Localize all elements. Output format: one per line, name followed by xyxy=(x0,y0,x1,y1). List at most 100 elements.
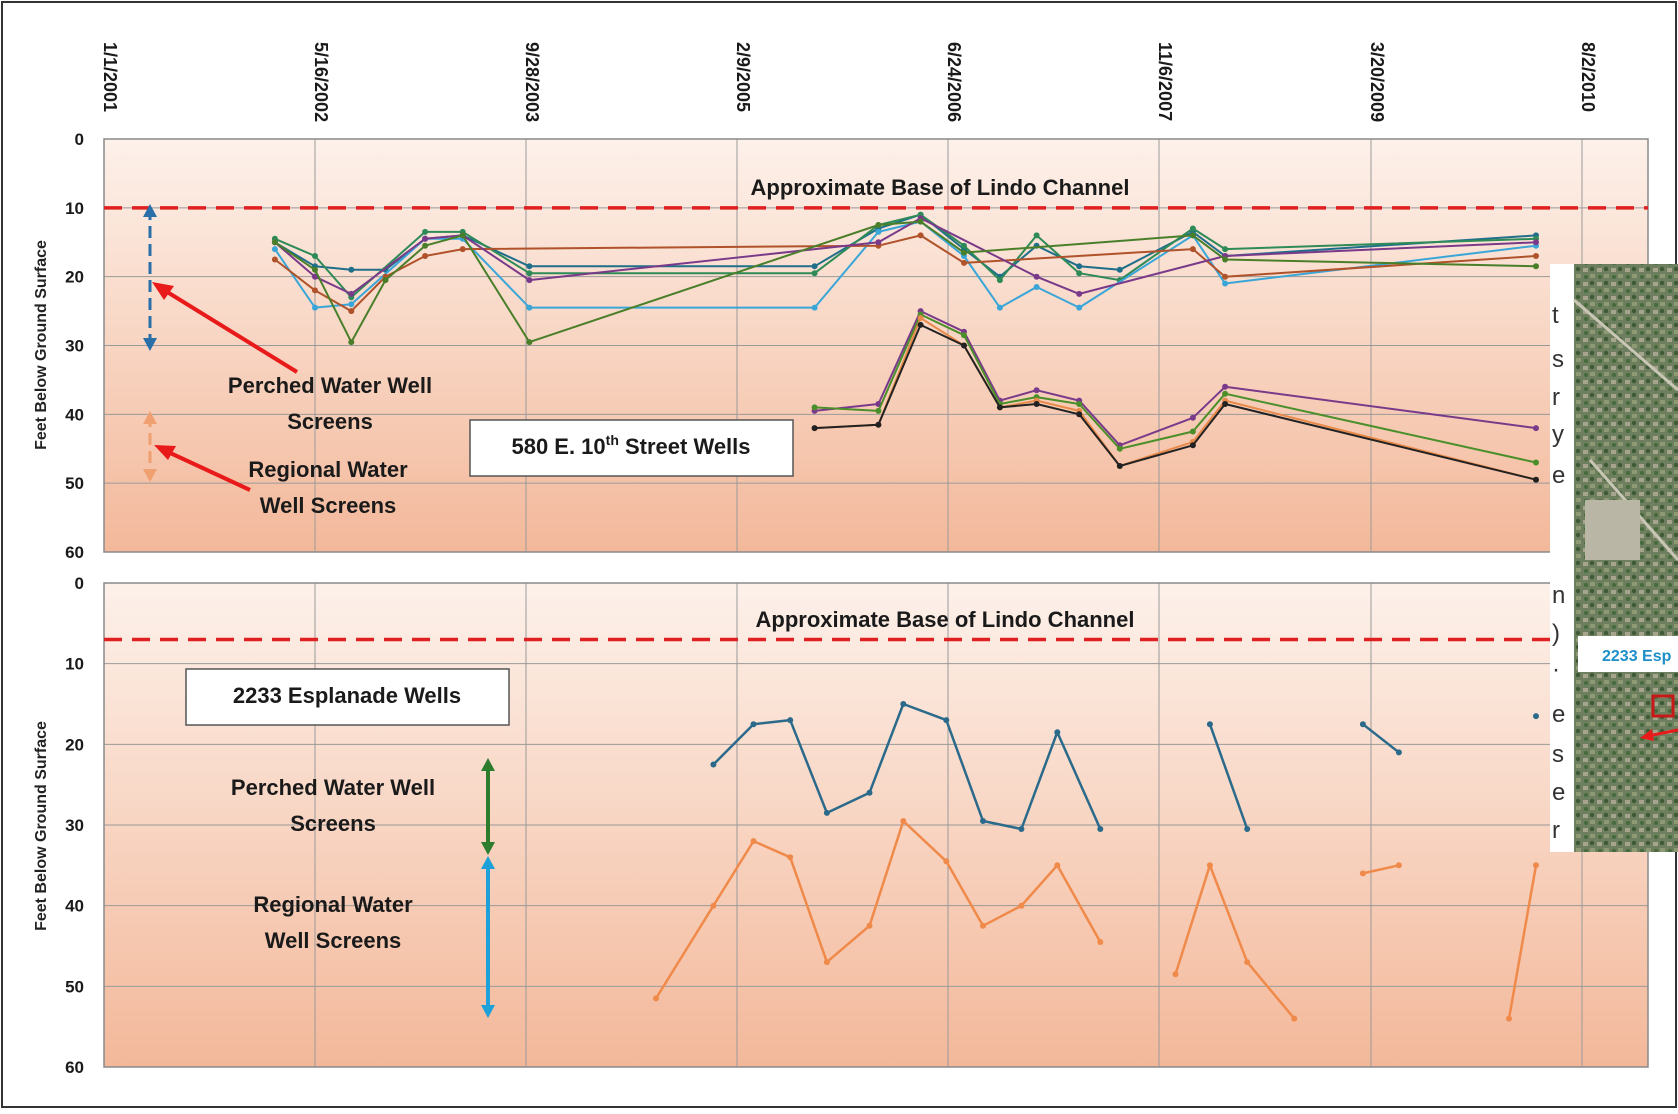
data-point xyxy=(1076,411,1083,418)
series-10 xyxy=(811,321,1539,483)
top-y-axis-label: Feet Below Ground Surface xyxy=(33,240,50,450)
data-point xyxy=(823,959,830,966)
inset-text-fragment: r xyxy=(1552,384,1560,411)
y-tick-label: 30 xyxy=(65,816,84,835)
top-perched-label-line2: Screens xyxy=(287,409,373,434)
data-point xyxy=(1172,971,1179,978)
x-tick-label: 5/16/2002 xyxy=(311,42,331,122)
series-line xyxy=(1362,723,1400,754)
inset-text-fragment: e xyxy=(1552,462,1565,489)
inset-pointer-head xyxy=(1640,729,1654,741)
data-point xyxy=(1222,280,1229,287)
data-point xyxy=(271,239,278,246)
data-point xyxy=(271,246,278,253)
data-point xyxy=(348,301,355,308)
perched-arrowhead-down xyxy=(143,338,157,351)
data-point xyxy=(312,287,318,294)
data-point xyxy=(1189,414,1196,421)
y-tick-label: 30 xyxy=(65,337,84,356)
data-point xyxy=(1506,1015,1512,1022)
series-line xyxy=(274,213,1537,278)
data-point xyxy=(1116,463,1123,469)
top-annotations: Perched Water Well Screens Regional Wate… xyxy=(143,204,794,518)
data-point xyxy=(1054,729,1061,736)
data-point xyxy=(1189,246,1196,253)
perched-pointer-arrow xyxy=(162,288,299,374)
data-point xyxy=(1533,263,1539,270)
y-tick-label: 60 xyxy=(65,1058,84,1077)
data-point xyxy=(1097,826,1104,832)
data-point xyxy=(900,818,907,824)
data-point xyxy=(917,321,924,328)
data-point xyxy=(1533,862,1539,869)
data-point xyxy=(811,270,818,277)
data-point xyxy=(1395,749,1402,756)
top-wells-box-label-main: 580 E. 10 xyxy=(511,434,605,459)
y-tick-label: 0 xyxy=(75,574,84,593)
data-point xyxy=(1533,253,1539,259)
data-point xyxy=(1189,232,1196,239)
data-point xyxy=(823,809,830,816)
data-point xyxy=(866,922,873,929)
perched-pointer-head xyxy=(152,282,174,300)
data-point xyxy=(348,308,355,315)
y-tick-label: 0 xyxy=(75,130,84,149)
inset-text-fragment: e xyxy=(1552,701,1565,728)
bottom-annotations: 2233 Esplanade Wells Perched Water Well … xyxy=(185,668,510,1018)
data-point xyxy=(1291,1015,1298,1022)
top-wells-box xyxy=(469,419,794,477)
data-point xyxy=(422,242,429,249)
data-point xyxy=(1222,390,1229,397)
x-tick-label: 1/1/2001 xyxy=(100,42,120,112)
bottom-perched-label-line1: Perched Water Well xyxy=(231,775,435,800)
data-point xyxy=(900,701,907,707)
regional-bottom-arrowhead-down xyxy=(481,1005,495,1018)
data-point xyxy=(312,273,318,280)
data-point xyxy=(1359,721,1366,728)
data-point xyxy=(526,263,533,270)
top-regional-label-line2: Well Screens xyxy=(260,493,397,518)
data-point xyxy=(526,270,533,277)
data-point xyxy=(1359,870,1366,877)
y-tick-label: 10 xyxy=(65,655,84,674)
regional-arrowhead-up xyxy=(143,411,157,424)
data-point xyxy=(1189,442,1196,449)
data-point xyxy=(1533,459,1539,466)
data-point xyxy=(961,332,967,339)
data-point xyxy=(526,304,533,311)
x-tick-label: 6/24/2006 xyxy=(944,42,964,122)
data-point xyxy=(1076,270,1083,277)
x-tick-label: 3/20/2009 xyxy=(1367,42,1387,122)
inset-map-label: 2233 Esp xyxy=(1602,648,1672,665)
data-point xyxy=(422,235,429,242)
data-point xyxy=(917,315,924,321)
data-point xyxy=(653,995,659,1002)
data-point xyxy=(1222,273,1229,280)
data-point xyxy=(710,902,717,909)
data-point xyxy=(1116,266,1123,273)
data-point xyxy=(875,421,882,428)
top-channel-label: Approximate Base of Lindo Channel xyxy=(751,175,1130,200)
bottom-series xyxy=(653,701,1539,1022)
bottom-y-axis-label: Feet Below Ground Surface xyxy=(33,721,50,931)
data-point xyxy=(750,721,757,728)
inset-text-fragment: r xyxy=(1552,817,1560,844)
data-point xyxy=(1116,445,1123,452)
top-y-tick-labels: 0 10 20 30 40 50 60 xyxy=(65,130,84,562)
data-point xyxy=(1395,862,1402,869)
y-tick-label: 50 xyxy=(65,474,84,493)
data-point xyxy=(312,304,318,311)
y-tick-label: 60 xyxy=(65,543,84,562)
data-point xyxy=(1054,862,1061,869)
inset-site-marker xyxy=(1651,694,1675,718)
bottom-perched-label-line2: Screens xyxy=(290,811,376,836)
data-point xyxy=(787,717,794,724)
inset-text-fragment: t xyxy=(1552,302,1559,329)
data-point xyxy=(961,242,967,249)
data-point xyxy=(271,256,278,263)
x-tick-label: 8/2/2010 xyxy=(1578,42,1598,112)
reference-lines xyxy=(104,206,1648,642)
